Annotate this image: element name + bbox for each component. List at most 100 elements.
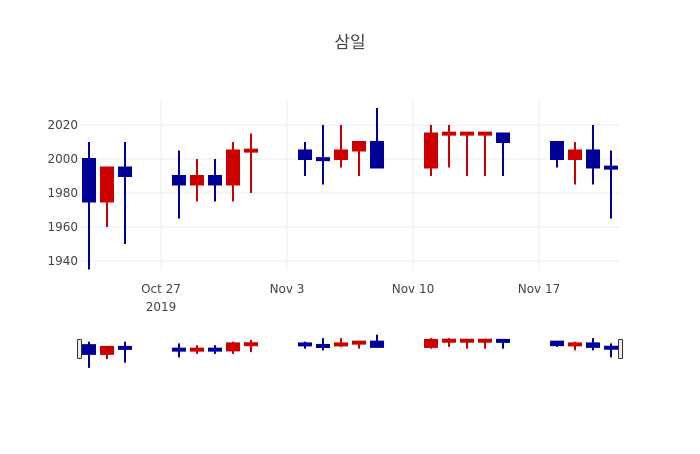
candle-body bbox=[190, 347, 204, 352]
slider-candle[interactable] bbox=[334, 338, 348, 347]
candle[interactable] bbox=[352, 140, 366, 176]
candle[interactable] bbox=[604, 150, 618, 219]
candle-body bbox=[370, 140, 384, 169]
slider-candle[interactable] bbox=[352, 340, 366, 349]
candle[interactable] bbox=[208, 158, 222, 202]
candle-body bbox=[478, 338, 492, 343]
candle[interactable] bbox=[334, 124, 348, 168]
candle-body bbox=[118, 166, 132, 177]
candle[interactable] bbox=[460, 131, 474, 176]
candle-body bbox=[316, 343, 330, 348]
slider-candle[interactable] bbox=[550, 340, 564, 347]
range-slider-left-handle[interactable] bbox=[77, 339, 82, 359]
x-tick-label: Oct 27 bbox=[141, 282, 181, 296]
candle-body bbox=[208, 174, 222, 186]
candle-body bbox=[226, 149, 240, 186]
candle-body bbox=[478, 131, 492, 136]
candle[interactable] bbox=[478, 131, 492, 176]
candle-body bbox=[586, 149, 600, 169]
grid-lines bbox=[80, 100, 620, 270]
slider-candle[interactable] bbox=[424, 338, 438, 349]
candle[interactable] bbox=[244, 133, 258, 193]
candle-body bbox=[352, 340, 366, 345]
candle-body bbox=[298, 149, 312, 160]
y-tick-label: 1980 bbox=[47, 186, 78, 200]
range-slider-right-handle[interactable] bbox=[618, 339, 623, 359]
y-tick-label: 2000 bbox=[47, 152, 78, 166]
x-tick-label: Nov 17 bbox=[518, 282, 561, 296]
candle[interactable] bbox=[496, 132, 510, 176]
slider-candle[interactable] bbox=[100, 345, 114, 360]
candle-body bbox=[100, 345, 114, 355]
candle[interactable] bbox=[586, 124, 600, 185]
candle-body bbox=[82, 157, 96, 203]
slider-candle[interactable] bbox=[586, 338, 600, 351]
candle-body bbox=[550, 340, 564, 347]
candle-body bbox=[496, 338, 510, 343]
slider-candle[interactable] bbox=[298, 341, 312, 349]
candle-body bbox=[496, 132, 510, 143]
y-tick-label: 1960 bbox=[47, 220, 78, 234]
slider-candle[interactable] bbox=[478, 338, 492, 349]
candle-body bbox=[442, 338, 456, 343]
slider-candle[interactable] bbox=[208, 345, 222, 354]
range-slider[interactable] bbox=[77, 333, 623, 368]
candle[interactable] bbox=[424, 124, 438, 176]
candle[interactable] bbox=[82, 141, 96, 270]
candle-body bbox=[334, 149, 348, 160]
candle[interactable] bbox=[226, 141, 240, 202]
candle-body bbox=[82, 344, 96, 355]
candle[interactable] bbox=[568, 141, 582, 185]
slider-candle[interactable] bbox=[316, 338, 330, 351]
candle-body bbox=[460, 338, 474, 343]
candle-body bbox=[604, 345, 618, 350]
x-tick-label: Nov 10 bbox=[392, 282, 435, 296]
candle-body bbox=[586, 342, 600, 348]
candle-body bbox=[190, 174, 204, 186]
slider-candle[interactable] bbox=[226, 341, 240, 354]
candle[interactable] bbox=[370, 107, 384, 169]
candle-body bbox=[442, 131, 456, 136]
slider-candle[interactable] bbox=[118, 341, 132, 363]
candle-body bbox=[100, 166, 114, 203]
candle-body bbox=[208, 347, 222, 352]
candle[interactable] bbox=[172, 150, 186, 219]
y-tick-label: 2020 bbox=[47, 118, 78, 132]
candle[interactable] bbox=[298, 141, 312, 176]
candle-body bbox=[568, 342, 582, 347]
candle-body bbox=[244, 342, 258, 347]
candles[interactable] bbox=[82, 107, 618, 270]
candle-body bbox=[604, 165, 618, 170]
candle[interactable] bbox=[316, 124, 330, 185]
candle-body bbox=[316, 157, 330, 162]
chart-title: 삼일 bbox=[334, 33, 365, 53]
candle[interactable] bbox=[442, 124, 456, 168]
candle-body bbox=[334, 342, 348, 347]
slider-candle[interactable] bbox=[604, 343, 618, 358]
slider-candle[interactable] bbox=[172, 343, 186, 358]
slider-candle[interactable] bbox=[190, 345, 204, 354]
y-tick-label: 1940 bbox=[47, 254, 78, 268]
slider-candle[interactable] bbox=[460, 338, 474, 349]
candle[interactable] bbox=[190, 158, 204, 202]
candle-body bbox=[550, 140, 564, 160]
candle-body bbox=[172, 347, 186, 352]
slider-candle[interactable] bbox=[568, 341, 582, 351]
candle-body bbox=[370, 340, 384, 348]
x-tick-year-label: 2019 bbox=[146, 300, 177, 314]
candle-body bbox=[298, 342, 312, 347]
slider-candle[interactable] bbox=[496, 338, 510, 349]
slider-candle[interactable] bbox=[370, 334, 384, 348]
candle[interactable] bbox=[100, 166, 114, 227]
candle-body bbox=[118, 345, 132, 350]
candle-body bbox=[460, 131, 474, 136]
slider-candle[interactable] bbox=[244, 339, 258, 353]
slider-candle[interactable] bbox=[442, 338, 456, 347]
candle-body bbox=[568, 149, 582, 160]
candle[interactable] bbox=[550, 140, 564, 168]
slider-candle[interactable] bbox=[82, 341, 96, 368]
candle[interactable] bbox=[118, 141, 132, 244]
candle-body bbox=[424, 338, 438, 348]
range-slider-background bbox=[80, 333, 620, 368]
